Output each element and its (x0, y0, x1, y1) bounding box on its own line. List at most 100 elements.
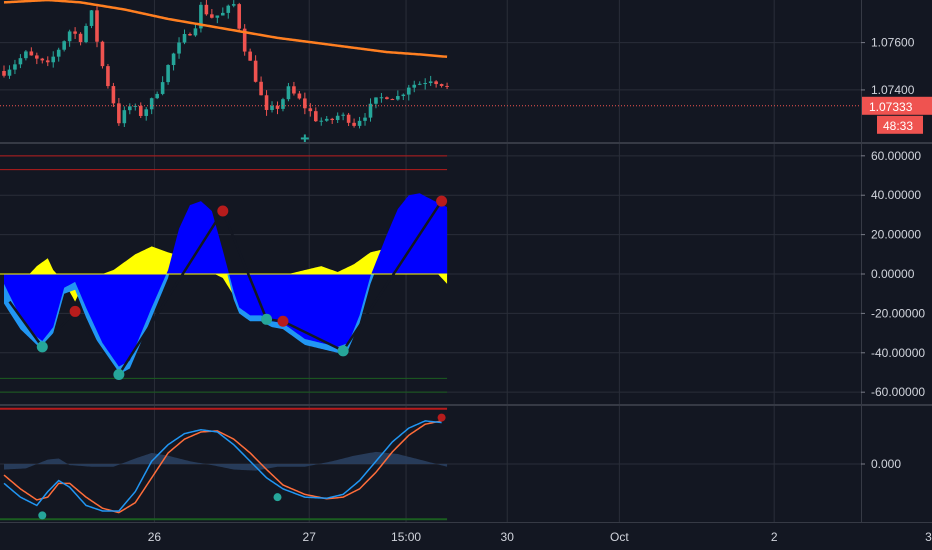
candle[interactable] (100, 41, 105, 67)
candle[interactable] (89, 10, 94, 26)
candle[interactable] (2, 71, 6, 76)
candle[interactable] (335, 115, 340, 121)
candle[interactable] (313, 111, 318, 122)
candle[interactable] (237, 4, 242, 29)
candle[interactable] (231, 4, 236, 6)
candle[interactable] (95, 10, 99, 42)
candle[interactable] (133, 105, 138, 107)
candle[interactable] (84, 25, 88, 43)
candle[interactable] (62, 41, 66, 50)
pivot-marker[interactable] (277, 315, 289, 327)
candle[interactable] (117, 103, 121, 124)
candle[interactable] (308, 108, 313, 112)
candle[interactable] (428, 81, 433, 84)
fast-line[interactable] (3, 420, 442, 512)
oscillator-pane[interactable] (0, 155, 448, 393)
candle[interactable] (390, 99, 395, 101)
candle[interactable] (106, 66, 110, 87)
candle[interactable] (379, 97, 384, 99)
candle[interactable] (78, 33, 83, 43)
candle[interactable] (423, 83, 427, 85)
pivot-marker[interactable] (69, 305, 81, 317)
candle[interactable] (215, 15, 220, 18)
candle[interactable] (155, 93, 159, 99)
candle[interactable] (275, 105, 280, 109)
pivot-marker[interactable] (261, 313, 273, 325)
candle[interactable] (111, 86, 116, 104)
candle[interactable] (396, 96, 400, 100)
candle[interactable] (24, 51, 28, 59)
candle[interactable] (445, 85, 449, 87)
candle[interactable] (182, 34, 187, 43)
candle[interactable] (434, 81, 438, 85)
moving-average-line[interactable] (3, 0, 448, 59)
candle[interactable] (166, 65, 170, 83)
candle[interactable] (401, 94, 406, 97)
pivot-marker[interactable] (436, 195, 448, 207)
candle[interactable] (144, 109, 149, 116)
candle[interactable] (7, 69, 12, 76)
candle[interactable] (439, 84, 444, 86)
candle[interactable] (292, 86, 296, 94)
candle[interactable] (248, 51, 252, 61)
time-scale[interactable]: 26 27 15:00 30 Oct 2 3 (148, 530, 932, 544)
candle[interactable] (210, 14, 214, 18)
price-pane[interactable] (0, 0, 861, 143)
candle[interactable] (352, 122, 356, 126)
candle[interactable] (374, 97, 378, 104)
candle[interactable] (368, 103, 373, 118)
candle[interactable] (341, 114, 345, 116)
candle[interactable] (297, 93, 302, 99)
candle[interactable] (160, 82, 165, 94)
candle[interactable] (29, 51, 34, 56)
pivot-marker[interactable] (437, 413, 446, 422)
candle[interactable] (286, 86, 291, 100)
histogram-area[interactable] (4, 451, 448, 471)
inner-wave-area[interactable] (4, 193, 448, 367)
candle[interactable] (128, 106, 132, 111)
candle[interactable] (199, 4, 203, 29)
candle[interactable] (412, 84, 417, 88)
pivot-marker[interactable] (273, 493, 282, 502)
candle[interactable] (226, 5, 231, 13)
candle[interactable] (35, 55, 39, 59)
candle[interactable] (406, 87, 411, 95)
candle[interactable] (385, 97, 389, 100)
candle[interactable] (193, 28, 198, 36)
candle[interactable] (303, 98, 307, 109)
candle[interactable] (40, 58, 45, 61)
stochastic-pane[interactable] (0, 407, 448, 521)
candle[interactable] (281, 99, 285, 109)
candle[interactable] (73, 31, 77, 34)
candle[interactable] (51, 56, 56, 63)
candle[interactable] (221, 12, 225, 16)
pivot-marker[interactable] (38, 511, 47, 520)
candle[interactable] (13, 64, 17, 70)
candle[interactable] (363, 117, 367, 121)
histogram-area[interactable] (4, 246, 448, 308)
candle[interactable] (204, 4, 209, 15)
candle[interactable] (264, 95, 269, 110)
candle[interactable] (324, 118, 329, 121)
candle[interactable] (138, 105, 143, 116)
candle[interactable] (56, 49, 61, 57)
candle[interactable] (270, 105, 274, 110)
candle[interactable] (177, 42, 181, 54)
pivot-marker[interactable] (217, 205, 229, 217)
candle[interactable] (242, 28, 247, 52)
candle[interactable] (357, 120, 362, 126)
candle[interactable] (319, 120, 324, 122)
candle[interactable] (346, 114, 351, 123)
candle[interactable] (330, 118, 334, 121)
candle[interactable] (122, 110, 127, 124)
candle[interactable] (149, 98, 154, 110)
price-scale[interactable]: 1.07600 1.07400 60.00000 40.00000 20.00000 0.… (861, 36, 932, 471)
candle[interactable] (253, 60, 258, 82)
pivot-marker[interactable] (36, 341, 48, 353)
pivot-marker[interactable] (337, 345, 349, 357)
candle[interactable] (171, 53, 176, 66)
pivot-marker[interactable] (113, 368, 125, 380)
candle[interactable] (259, 81, 263, 96)
slow-line[interactable] (3, 420, 442, 514)
